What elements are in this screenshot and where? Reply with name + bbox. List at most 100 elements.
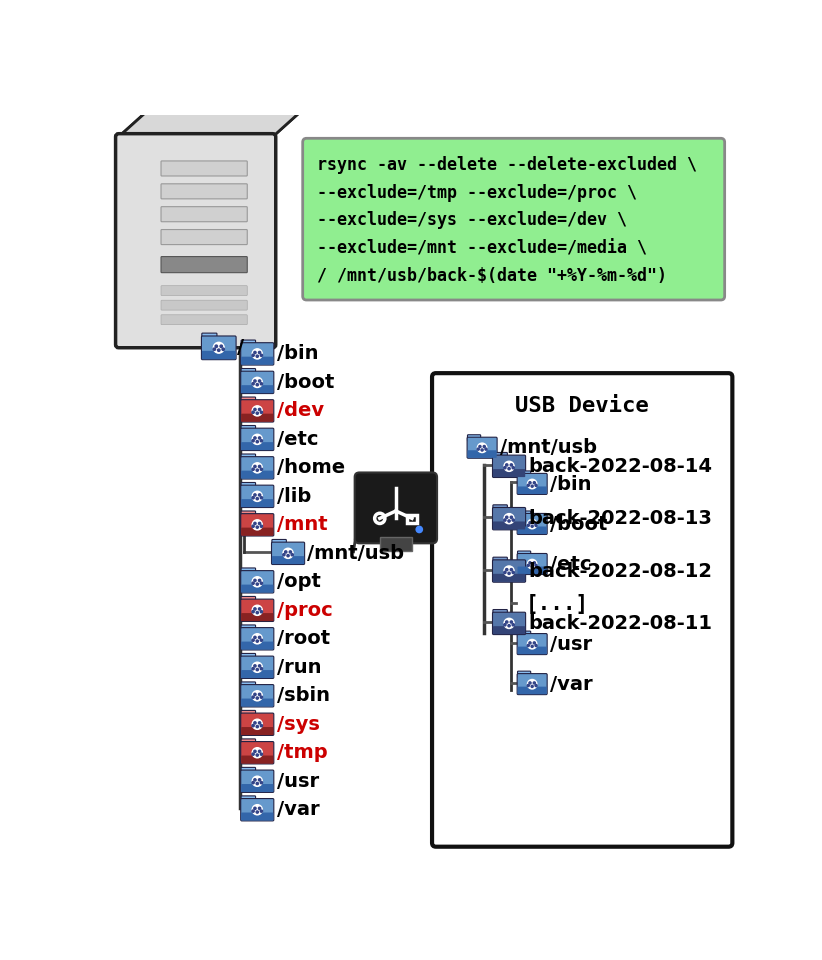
- Circle shape: [531, 565, 533, 567]
- Circle shape: [218, 349, 220, 351]
- Circle shape: [531, 485, 533, 488]
- Circle shape: [261, 496, 262, 499]
- Circle shape: [504, 514, 514, 524]
- FancyBboxPatch shape: [241, 613, 274, 621]
- Text: /var: /var: [276, 801, 319, 819]
- FancyBboxPatch shape: [518, 526, 547, 534]
- FancyBboxPatch shape: [161, 256, 247, 273]
- FancyBboxPatch shape: [493, 574, 525, 582]
- FancyBboxPatch shape: [241, 454, 256, 461]
- Circle shape: [252, 383, 254, 385]
- Circle shape: [504, 467, 506, 468]
- Circle shape: [256, 726, 258, 728]
- Text: back-2022-08-11: back-2022-08-11: [529, 613, 713, 633]
- FancyBboxPatch shape: [518, 671, 531, 678]
- FancyBboxPatch shape: [241, 470, 274, 479]
- FancyBboxPatch shape: [518, 686, 547, 694]
- FancyBboxPatch shape: [241, 670, 274, 678]
- Circle shape: [254, 466, 256, 468]
- Circle shape: [254, 751, 256, 753]
- FancyBboxPatch shape: [241, 628, 274, 650]
- FancyBboxPatch shape: [241, 397, 256, 403]
- FancyBboxPatch shape: [518, 511, 531, 517]
- Circle shape: [289, 551, 292, 553]
- Text: /etc: /etc: [550, 555, 591, 574]
- Circle shape: [215, 345, 218, 348]
- Text: /mnt/usb: /mnt/usb: [307, 543, 404, 563]
- Circle shape: [510, 464, 512, 466]
- Text: /usr: /usr: [276, 772, 319, 791]
- Circle shape: [261, 781, 262, 783]
- Circle shape: [254, 807, 256, 809]
- Circle shape: [508, 468, 510, 469]
- Circle shape: [258, 351, 261, 353]
- Circle shape: [258, 522, 261, 524]
- Circle shape: [284, 551, 287, 553]
- Circle shape: [261, 639, 262, 641]
- Circle shape: [258, 466, 261, 468]
- FancyBboxPatch shape: [161, 161, 247, 176]
- Circle shape: [258, 437, 261, 439]
- FancyBboxPatch shape: [517, 674, 547, 695]
- Text: back-2022-08-13: back-2022-08-13: [529, 509, 712, 528]
- Circle shape: [477, 448, 479, 450]
- Circle shape: [528, 560, 537, 569]
- Circle shape: [258, 807, 261, 809]
- Text: /bin: /bin: [276, 345, 318, 364]
- Circle shape: [481, 449, 483, 451]
- Circle shape: [254, 351, 256, 353]
- FancyBboxPatch shape: [518, 471, 531, 477]
- Circle shape: [256, 640, 258, 642]
- Circle shape: [256, 384, 258, 386]
- Circle shape: [504, 571, 506, 573]
- FancyBboxPatch shape: [241, 654, 256, 660]
- FancyBboxPatch shape: [241, 784, 274, 792]
- FancyBboxPatch shape: [241, 425, 256, 432]
- FancyBboxPatch shape: [517, 473, 547, 494]
- Circle shape: [506, 516, 508, 518]
- FancyBboxPatch shape: [493, 610, 507, 616]
- FancyBboxPatch shape: [518, 647, 547, 654]
- Circle shape: [256, 441, 258, 443]
- FancyBboxPatch shape: [241, 568, 256, 575]
- FancyBboxPatch shape: [241, 770, 274, 792]
- Circle shape: [261, 383, 262, 385]
- Text: /dev: /dev: [276, 401, 324, 420]
- Circle shape: [527, 484, 529, 487]
- Circle shape: [252, 804, 262, 815]
- FancyBboxPatch shape: [241, 414, 274, 421]
- FancyBboxPatch shape: [302, 138, 725, 300]
- Circle shape: [535, 524, 537, 526]
- Circle shape: [531, 645, 533, 647]
- Circle shape: [535, 684, 537, 686]
- Circle shape: [252, 519, 262, 530]
- FancyBboxPatch shape: [518, 631, 531, 637]
- Circle shape: [256, 497, 258, 500]
- Circle shape: [252, 639, 254, 641]
- Text: /mnt: /mnt: [276, 516, 327, 535]
- Circle shape: [512, 571, 515, 573]
- Text: /: /: [238, 338, 244, 357]
- Circle shape: [527, 564, 529, 566]
- Circle shape: [256, 668, 258, 671]
- Circle shape: [258, 608, 261, 610]
- FancyBboxPatch shape: [241, 428, 274, 450]
- Circle shape: [254, 636, 256, 638]
- FancyBboxPatch shape: [241, 684, 274, 707]
- FancyBboxPatch shape: [467, 437, 497, 458]
- Circle shape: [506, 568, 508, 571]
- Circle shape: [479, 445, 481, 447]
- FancyBboxPatch shape: [518, 487, 547, 494]
- Circle shape: [254, 408, 256, 411]
- FancyBboxPatch shape: [241, 357, 274, 365]
- Circle shape: [533, 482, 535, 484]
- Circle shape: [529, 482, 531, 484]
- FancyBboxPatch shape: [493, 521, 525, 530]
- Circle shape: [222, 348, 224, 350]
- Circle shape: [220, 345, 223, 348]
- Circle shape: [528, 680, 537, 689]
- FancyBboxPatch shape: [202, 350, 236, 359]
- Circle shape: [252, 605, 262, 615]
- Circle shape: [254, 608, 256, 610]
- FancyBboxPatch shape: [354, 472, 437, 543]
